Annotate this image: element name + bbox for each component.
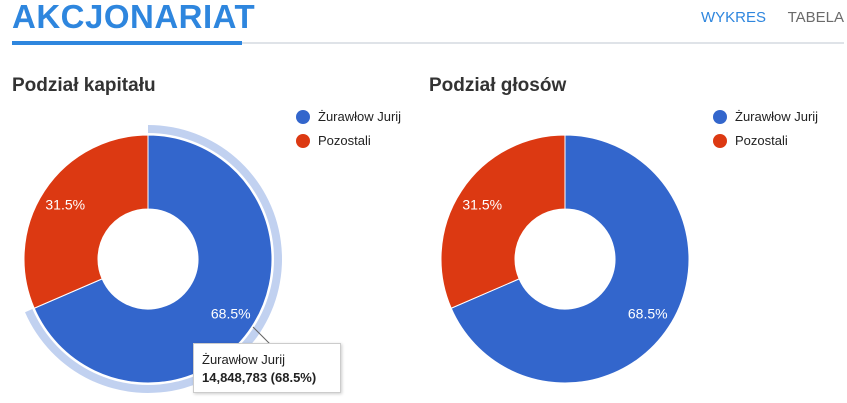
legend-label: Żurawłow Jurij xyxy=(318,109,402,124)
legend-item[interactable]: Pozostali xyxy=(296,133,401,157)
title-underline xyxy=(12,41,242,45)
pie-slice[interactable] xyxy=(23,134,149,309)
tab-table[interactable]: TABELA xyxy=(787,9,844,26)
slice-data-label: 31.5% xyxy=(45,197,85,213)
legend-item[interactable]: Żurawłow Jurij xyxy=(296,109,401,133)
tooltip-connector xyxy=(252,326,271,345)
legend-dot-icon xyxy=(296,110,310,124)
pie-slice[interactable] xyxy=(440,134,566,309)
chart-title-votes: Podział głosów xyxy=(429,75,567,96)
page-title: AKCJONARIAT xyxy=(12,0,256,35)
tab-chart[interactable]: WYKRES xyxy=(700,9,766,26)
legend-dot-icon xyxy=(713,110,727,124)
slice-data-label: 31.5% xyxy=(462,197,502,213)
legend-item[interactable]: Pozostali xyxy=(713,133,818,157)
legend-votes: Żurawłow Jurij Pozostali xyxy=(713,109,818,157)
legend-dot-icon xyxy=(296,134,310,148)
legend-label: Żurawłow Jurij xyxy=(735,109,819,124)
pie-slice[interactable] xyxy=(450,134,690,384)
legend-label: Pozostali xyxy=(318,133,371,148)
legend-item[interactable]: Żurawłow Jurij xyxy=(713,109,818,133)
legend-dot-icon xyxy=(713,134,727,148)
chart-title-capital: Podział kapitału xyxy=(12,75,156,96)
page-header: AKCJONARIAT WYKRES TABELA xyxy=(12,0,844,45)
donut-chart-votes: 68.5% 31.5% xyxy=(440,134,690,384)
chart-tooltip: Żurawłow Jurij 14,848,783 (68.5%) xyxy=(193,343,341,393)
slice-data-label: 68.5% xyxy=(628,305,668,321)
tooltip-name: Żurawłow Jurij xyxy=(202,352,286,367)
tooltip-value: 14,848,783 (68.5%) xyxy=(202,370,317,385)
pie-slice[interactable] xyxy=(33,134,273,384)
legend-label: Pozostali xyxy=(735,133,788,148)
donut-chart-capital: 68.5% 31.5% xyxy=(23,125,283,393)
slice-data-label: 68.5% xyxy=(211,305,251,321)
legend-capital: Żurawłow Jurij Pozostali xyxy=(296,109,401,157)
